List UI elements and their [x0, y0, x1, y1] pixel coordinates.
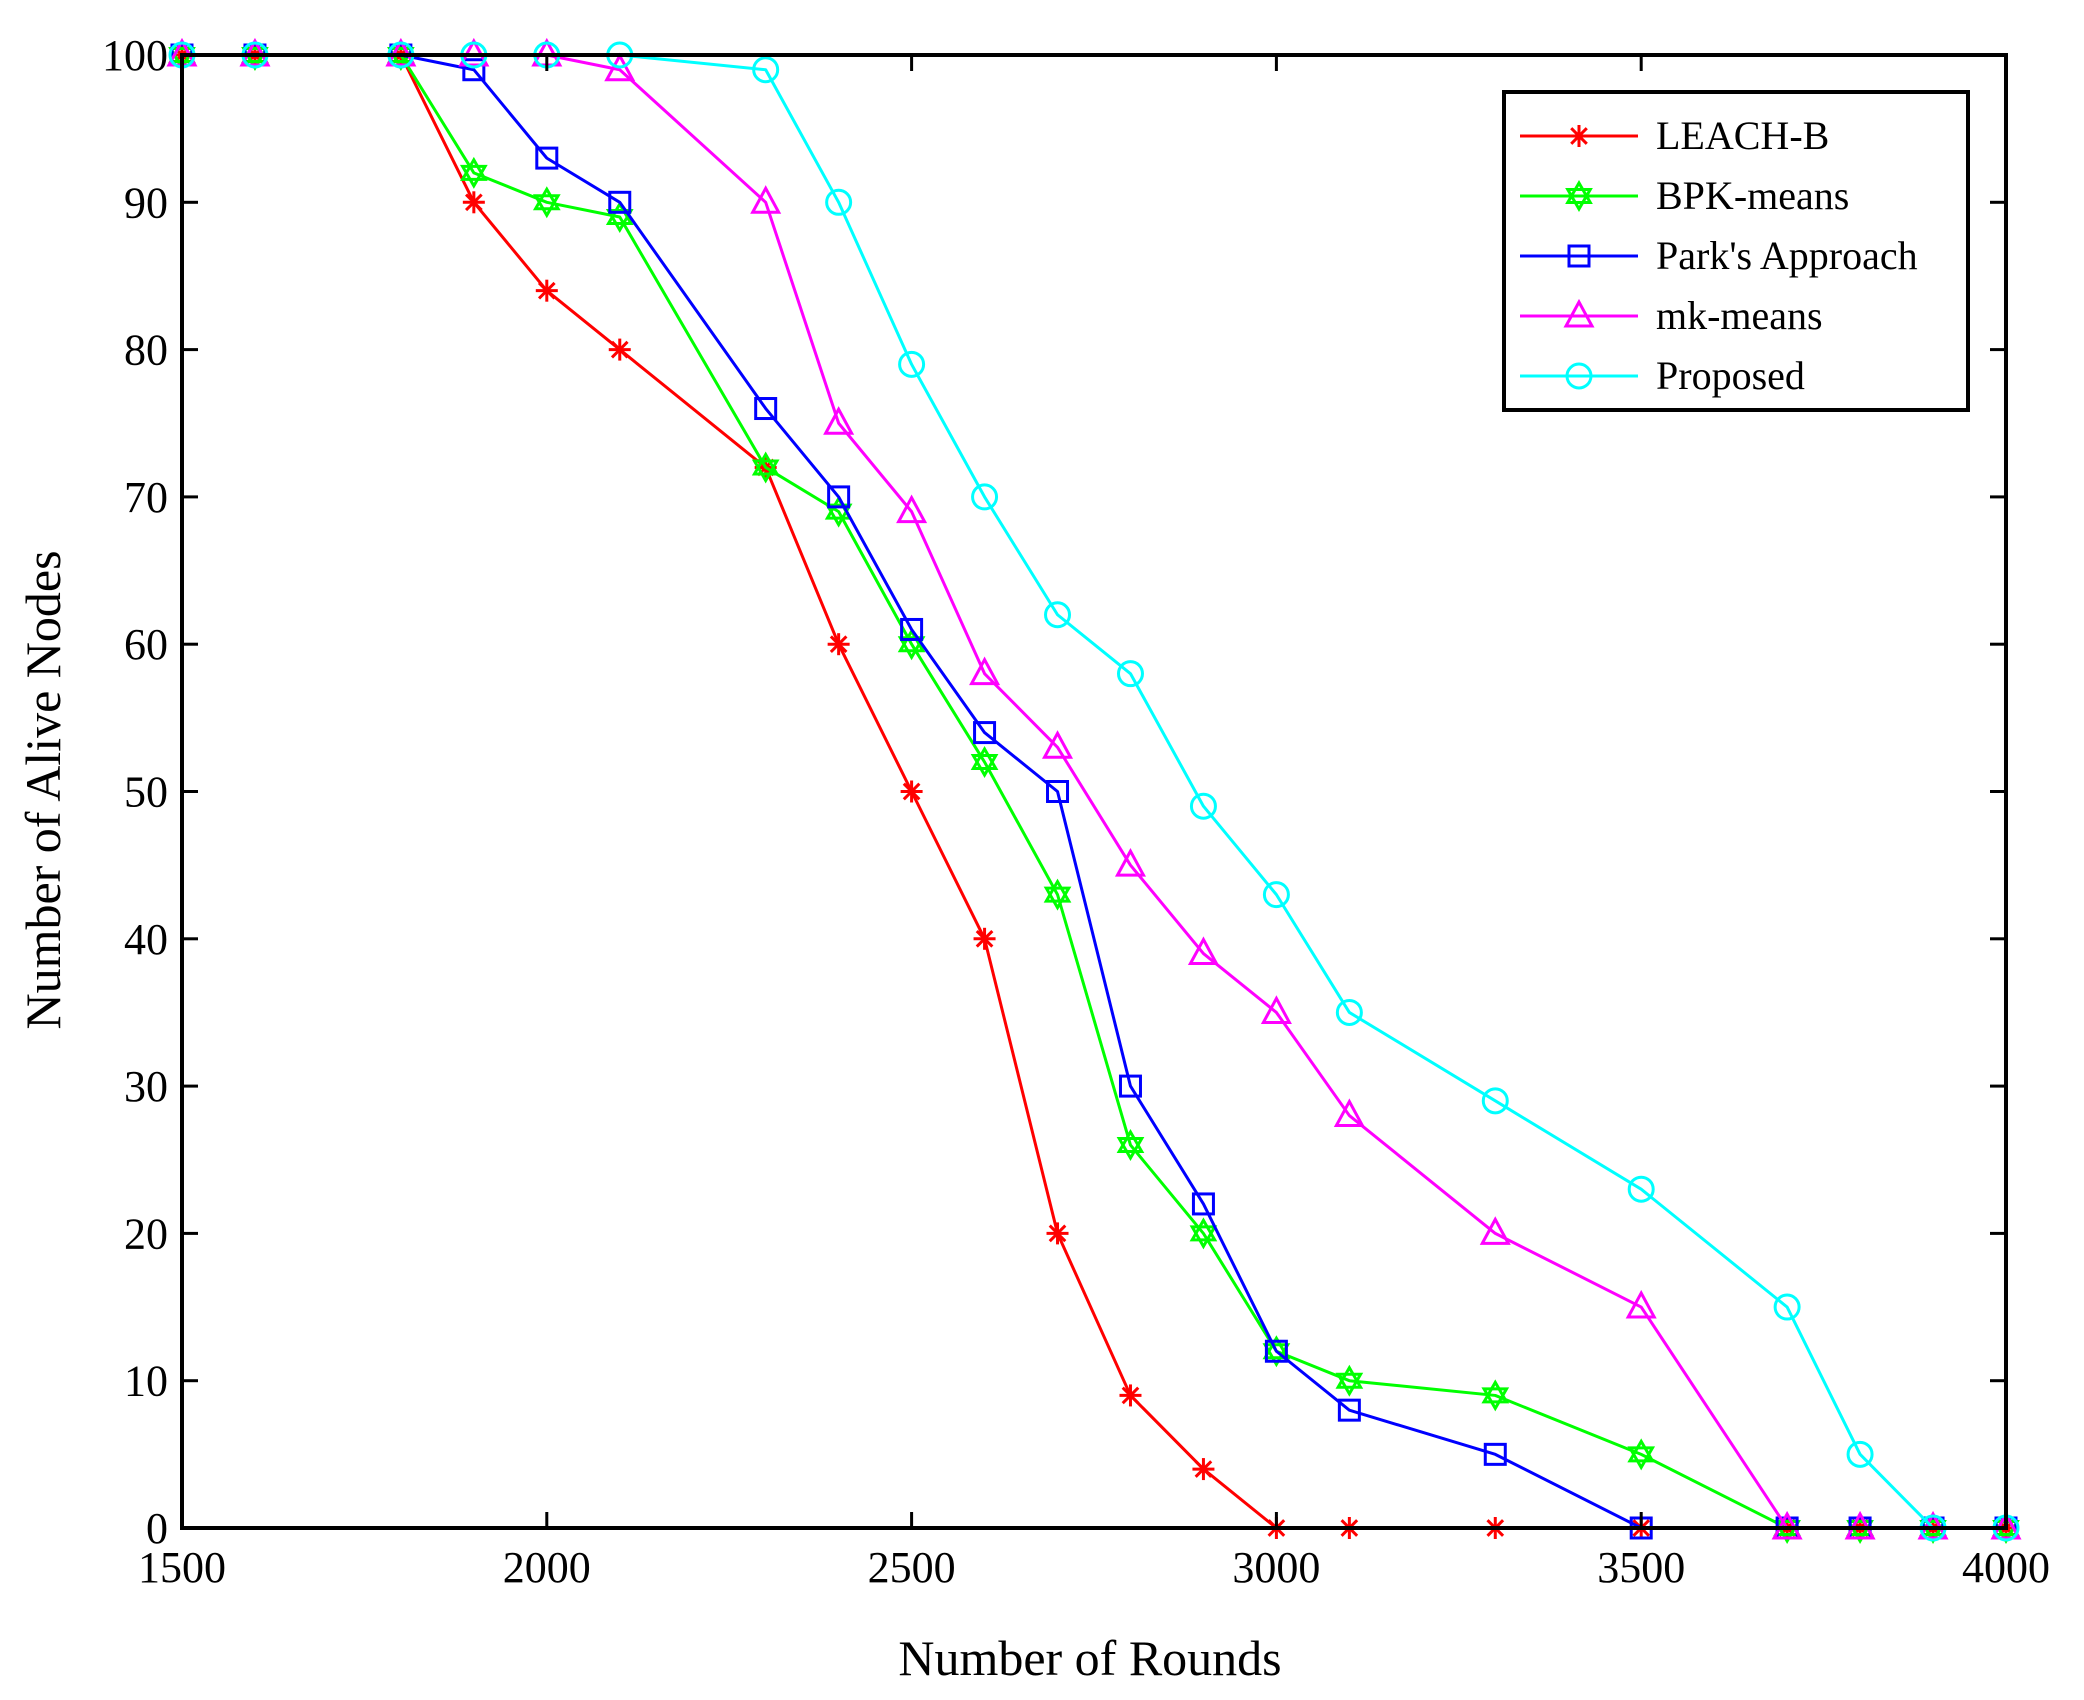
legend-label: LEACH-B — [1656, 113, 1829, 158]
x-axis-label: Number of Rounds — [898, 1630, 1281, 1686]
data-point-leach-b — [608, 338, 631, 361]
data-point-leach-b — [1046, 1222, 1069, 1245]
data-point-proposed — [1262, 881, 1290, 909]
legend: LEACH-B BPK-means Park's Approach mk-means P… — [1502, 90, 1970, 412]
data-point-proposed — [752, 56, 780, 84]
x-tick-label: 1500 — [138, 1543, 226, 1592]
legend-label: Proposed — [1656, 353, 1805, 398]
legend-marker — [1563, 298, 1595, 328]
data-point-mk-means — [1187, 936, 1219, 966]
data-point-proposed — [1846, 1440, 1874, 1468]
x-tick-label: 3000 — [1232, 1543, 1320, 1592]
y-tick-label: 60 — [124, 620, 168, 669]
legend-marker — [1568, 125, 1590, 147]
data-point-proposed — [898, 350, 926, 378]
legend-entry-mk-means: mk-means — [1520, 293, 1823, 338]
y-axis-label: Number of Alive Nodes — [15, 550, 71, 1029]
legend-label: BPK-means — [1656, 173, 1849, 218]
legend-label: mk-means — [1656, 293, 1823, 338]
y-tick-label: 20 — [124, 1209, 168, 1258]
data-point-park-s-approach — [900, 617, 924, 641]
data-point-mk-means — [1479, 1216, 1511, 1245]
legend-entry-proposed: Proposed — [1520, 353, 1805, 398]
legend-label: Park's Approach — [1656, 233, 1918, 278]
legend-box — [1502, 90, 1970, 412]
data-point-leach-b — [973, 927, 996, 950]
data-point-proposed — [1116, 660, 1144, 688]
legend-entry-leach-b: LEACH-B — [1520, 113, 1829, 158]
data-point-mk-means — [823, 406, 855, 435]
data-point-proposed — [1773, 1293, 1801, 1321]
data-point-leach-b — [1119, 1384, 1142, 1407]
data-point-leach-b — [462, 191, 485, 214]
data-point-proposed — [1335, 998, 1363, 1026]
y-tick-label: 100 — [102, 31, 168, 80]
data-point-park-s-approach — [1264, 1339, 1288, 1363]
data-point-mk-means — [1114, 848, 1146, 877]
data-point-leach-b — [900, 780, 923, 803]
data-point-bpk-means — [1043, 878, 1072, 911]
data-point-leach-b — [1192, 1458, 1215, 1481]
data-point-park-s-approach — [1046, 780, 1070, 803]
data-point-bpk-means — [1627, 1438, 1656, 1471]
data-point-mk-means — [896, 494, 928, 524]
x-tick-label: 2500 — [868, 1543, 956, 1592]
data-point-bpk-means — [532, 186, 561, 219]
data-point-park-s-approach — [754, 397, 778, 421]
y-tick-label: 50 — [124, 768, 168, 817]
data-point-mk-means — [750, 185, 782, 214]
data-point-proposed — [1481, 1087, 1509, 1115]
data-point-mk-means — [969, 656, 1001, 686]
x-tick-label: 2000 — [503, 1543, 591, 1592]
data-point-proposed — [1627, 1175, 1655, 1203]
legend-marker — [1565, 362, 1593, 390]
data-point-park-s-approach — [462, 58, 486, 82]
y-tick-label: 80 — [124, 326, 168, 375]
series-line-bpk-means — [182, 53, 2006, 1530]
data-point-bpk-means — [1116, 1129, 1145, 1162]
data-point-proposed — [1189, 792, 1217, 820]
data-point-mk-means — [1260, 995, 1292, 1024]
y-tick-label: 70 — [124, 473, 168, 522]
data-point-park-s-approach — [608, 190, 632, 214]
data-point-mk-means — [1042, 730, 1074, 759]
data-point-bpk-means — [1481, 1379, 1510, 1412]
y-tick-label: 40 — [124, 915, 168, 964]
data-point-park-s-approach — [535, 146, 559, 170]
legend-marker — [1567, 244, 1591, 268]
data-point-bpk-means — [459, 156, 488, 189]
data-point-bpk-means — [970, 746, 999, 779]
data-point-bpk-means — [1335, 1364, 1364, 1397]
data-point-park-s-approach — [1118, 1074, 1142, 1098]
data-point-mk-means — [1625, 1289, 1657, 1319]
data-point-leach-b — [535, 279, 558, 302]
x-tick-label: 3500 — [1597, 1543, 1685, 1592]
y-tick-label: 30 — [124, 1062, 168, 1111]
data-point-park-s-approach — [1337, 1398, 1361, 1422]
data-point-park-s-approach — [973, 721, 997, 745]
data-point-mk-means — [1333, 1098, 1365, 1128]
x-tick-label: 4000 — [1962, 1543, 2050, 1592]
axes-layer: 1500 2000 2500 3000 3500 4000 0 10 20 30 40 50 60 70 8… — [102, 31, 2050, 1592]
y-tick-label: 10 — [124, 1357, 168, 1406]
data-point-park-s-approach — [1191, 1192, 1215, 1216]
legend-entry-park-s-approach: Park's Approach — [1520, 233, 1918, 278]
data-point-proposed — [1044, 601, 1072, 629]
data-point-park-s-approach — [1483, 1442, 1507, 1466]
data-point-bpk-means — [751, 451, 780, 484]
data-point-mk-means — [604, 52, 636, 82]
y-tick-label: 90 — [124, 178, 168, 227]
data-point-bpk-means — [1189, 1217, 1218, 1250]
legend-entry-bpk-means: BPK-means — [1520, 173, 1849, 218]
data-point-leach-b — [827, 633, 850, 656]
data-point-proposed — [825, 188, 853, 216]
legend-marker — [1565, 179, 1593, 213]
data-point-proposed — [971, 483, 999, 511]
y-tick-label: 0 — [146, 1504, 168, 1553]
data-point-park-s-approach — [827, 485, 851, 509]
